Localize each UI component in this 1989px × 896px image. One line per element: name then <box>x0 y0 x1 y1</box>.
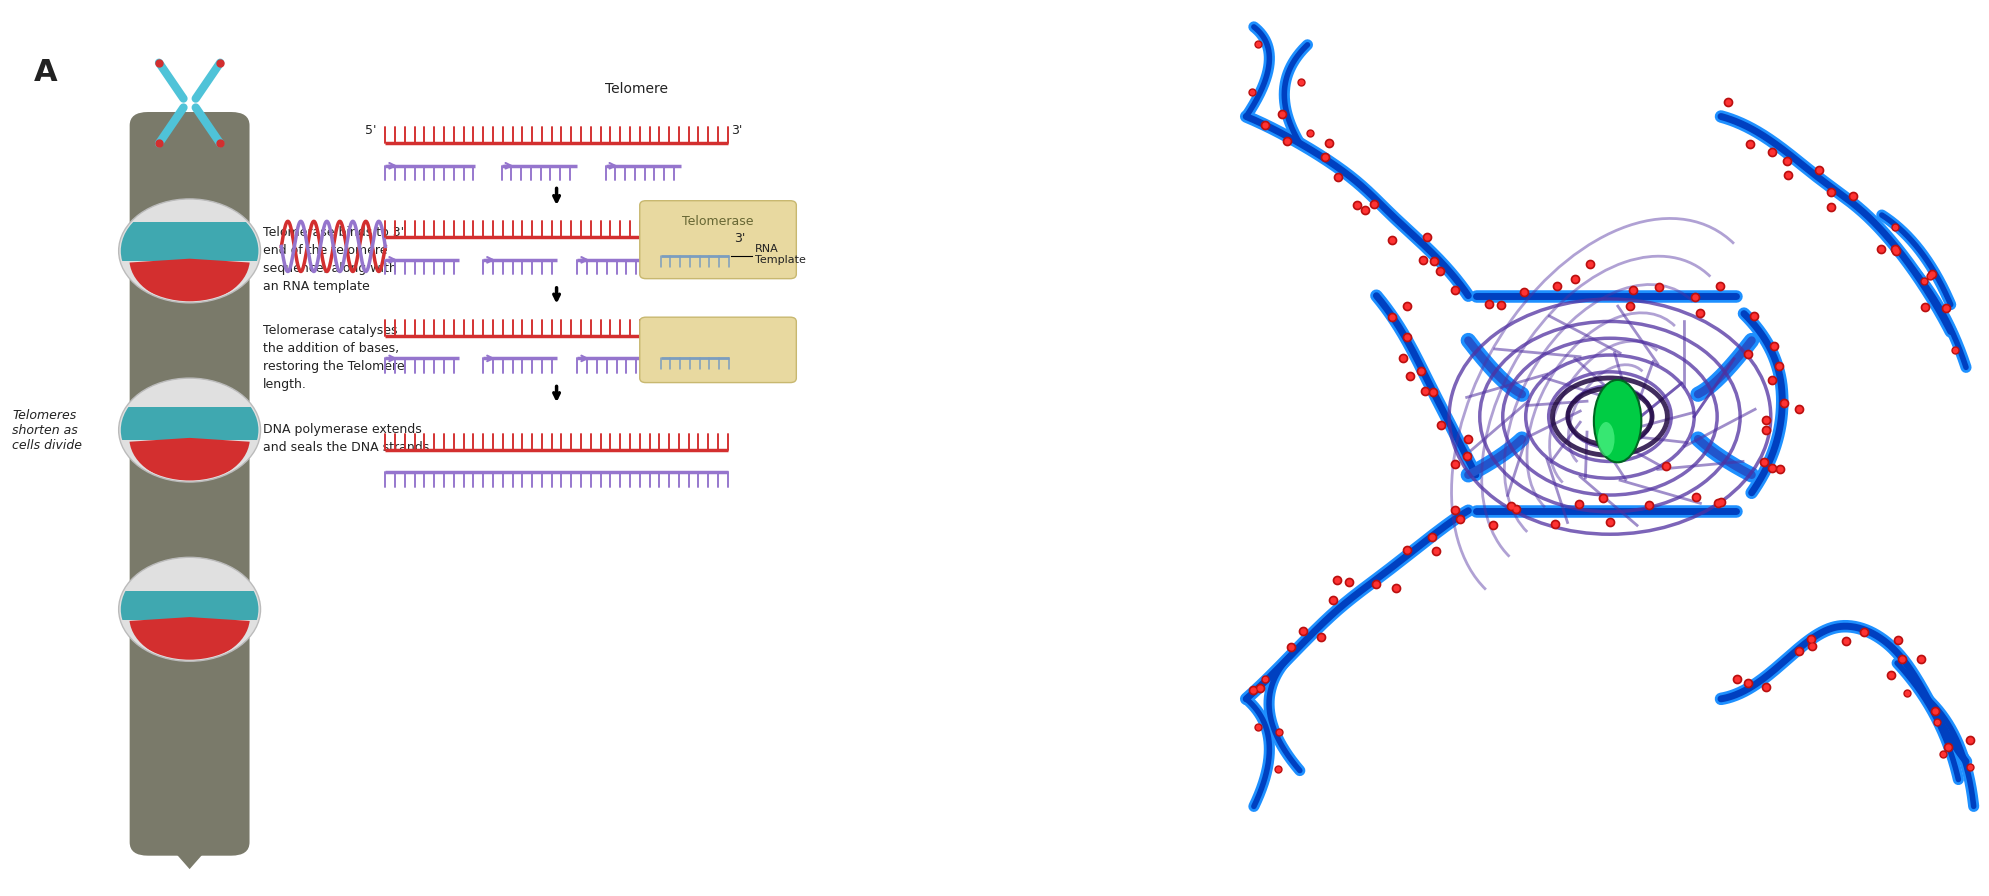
Bar <box>119 591 261 620</box>
Polygon shape <box>153 829 225 869</box>
Text: A: A <box>34 58 58 87</box>
Ellipse shape <box>1593 380 1641 462</box>
Bar <box>119 222 261 262</box>
Wedge shape <box>129 438 251 482</box>
Text: RNA
Template: RNA Template <box>754 244 806 265</box>
Circle shape <box>119 557 261 661</box>
Text: 3': 3' <box>732 124 742 137</box>
Text: Telomere: Telomere <box>605 82 668 96</box>
Text: DNA polymerase extends
and seals the DNA strands: DNA polymerase extends and seals the DNA… <box>263 423 430 454</box>
Circle shape <box>119 199 261 303</box>
FancyBboxPatch shape <box>640 317 796 383</box>
Ellipse shape <box>1597 422 1615 456</box>
Text: Telomerase catalyses
the addition of bases,
restoring the Telomere
length.: Telomerase catalyses the addition of bas… <box>263 324 404 392</box>
FancyBboxPatch shape <box>129 112 249 856</box>
Wedge shape <box>129 259 251 303</box>
Text: Telomerase: Telomerase <box>682 215 754 228</box>
Bar <box>119 407 261 441</box>
Text: B: B <box>1277 58 1301 87</box>
Circle shape <box>119 378 261 482</box>
FancyBboxPatch shape <box>640 201 796 279</box>
Text: 3': 3' <box>734 232 746 245</box>
Text: Telomeres
shorten as
cells divide: Telomeres shorten as cells divide <box>12 409 82 452</box>
Text: Telomerase binds to 3'
end of the telomere
sequence, along with
an RNA template: Telomerase binds to 3' end of the telome… <box>263 226 404 293</box>
Text: 5': 5' <box>366 124 376 137</box>
Wedge shape <box>129 617 251 661</box>
